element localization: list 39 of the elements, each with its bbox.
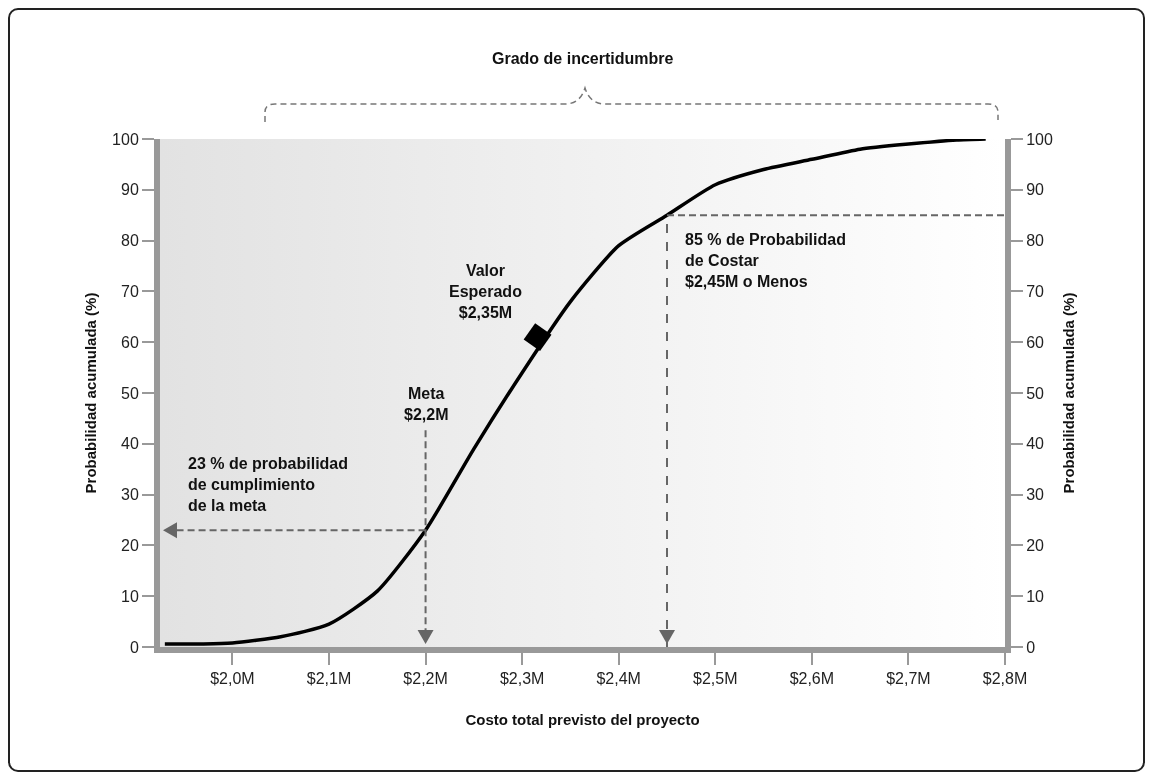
x-tick-label: $2,7M [886,670,931,688]
y2-tick-label: 20 [1026,537,1045,554]
x-tick-label: $2,3M [499,670,545,688]
y2-tick-label: 50 [1026,384,1045,402]
chart-title: Grado de incertidumbre [492,50,674,67]
y-tick-label: 100 [112,130,139,148]
y-tick-label: 80 [121,232,139,250]
x-tick-label: $2,6M [789,670,835,688]
y2-tick-label: 10 [1026,587,1045,605]
y2-tick-label: 30 [1026,486,1045,504]
y-tick-label: 60 [121,333,139,351]
x-tick-label: $2,1M [306,670,352,688]
x-tick-label: $2,4M [596,670,641,688]
y2-tick-label: 40 [1026,435,1045,453]
y-tick-label: 90 [121,181,139,199]
x-axis-title: Costo total previsto del proyecto [465,710,700,728]
y2-tick-label: 100 [1026,130,1053,148]
y-tick-label: 30 [121,486,139,504]
x-tick-label: $2,5M [693,670,738,688]
y-tick-label: 10 [121,587,139,605]
y2-axis-title: Probabilidad acumulada (%) [1060,292,1078,494]
y2-tick-label: 60 [1026,333,1045,351]
annotation: 85 % de Probabilidad de Costar $2,45M o Menos [685,231,846,290]
annotation: 23 % de probabilidad de cumplimiento de la meta [188,455,349,514]
y-tick-label: 70 [121,283,139,300]
y-tick-label: 20 [121,537,139,554]
y-tick-label: 0 [129,638,139,656]
y-tick-label: 40 [121,435,139,453]
x-tick-label: $2,2M [403,670,448,688]
y2-tick-label: 90 [1026,181,1045,199]
x-tick-label: $2,0M [210,670,255,688]
y-axis-title: Probabilidad acumulada (%) [81,292,99,494]
annotation: Valor Esperado $2,35M [449,262,523,321]
y2-tick-label: 80 [1026,232,1045,250]
x-tick-label: $2,8M [982,670,1028,688]
y-tick-label: 50 [121,384,139,402]
y2-tick-label: 70 [1026,283,1045,300]
annotation: Meta $2,2M [404,385,449,423]
y2-tick-label: 0 [1026,638,1036,656]
